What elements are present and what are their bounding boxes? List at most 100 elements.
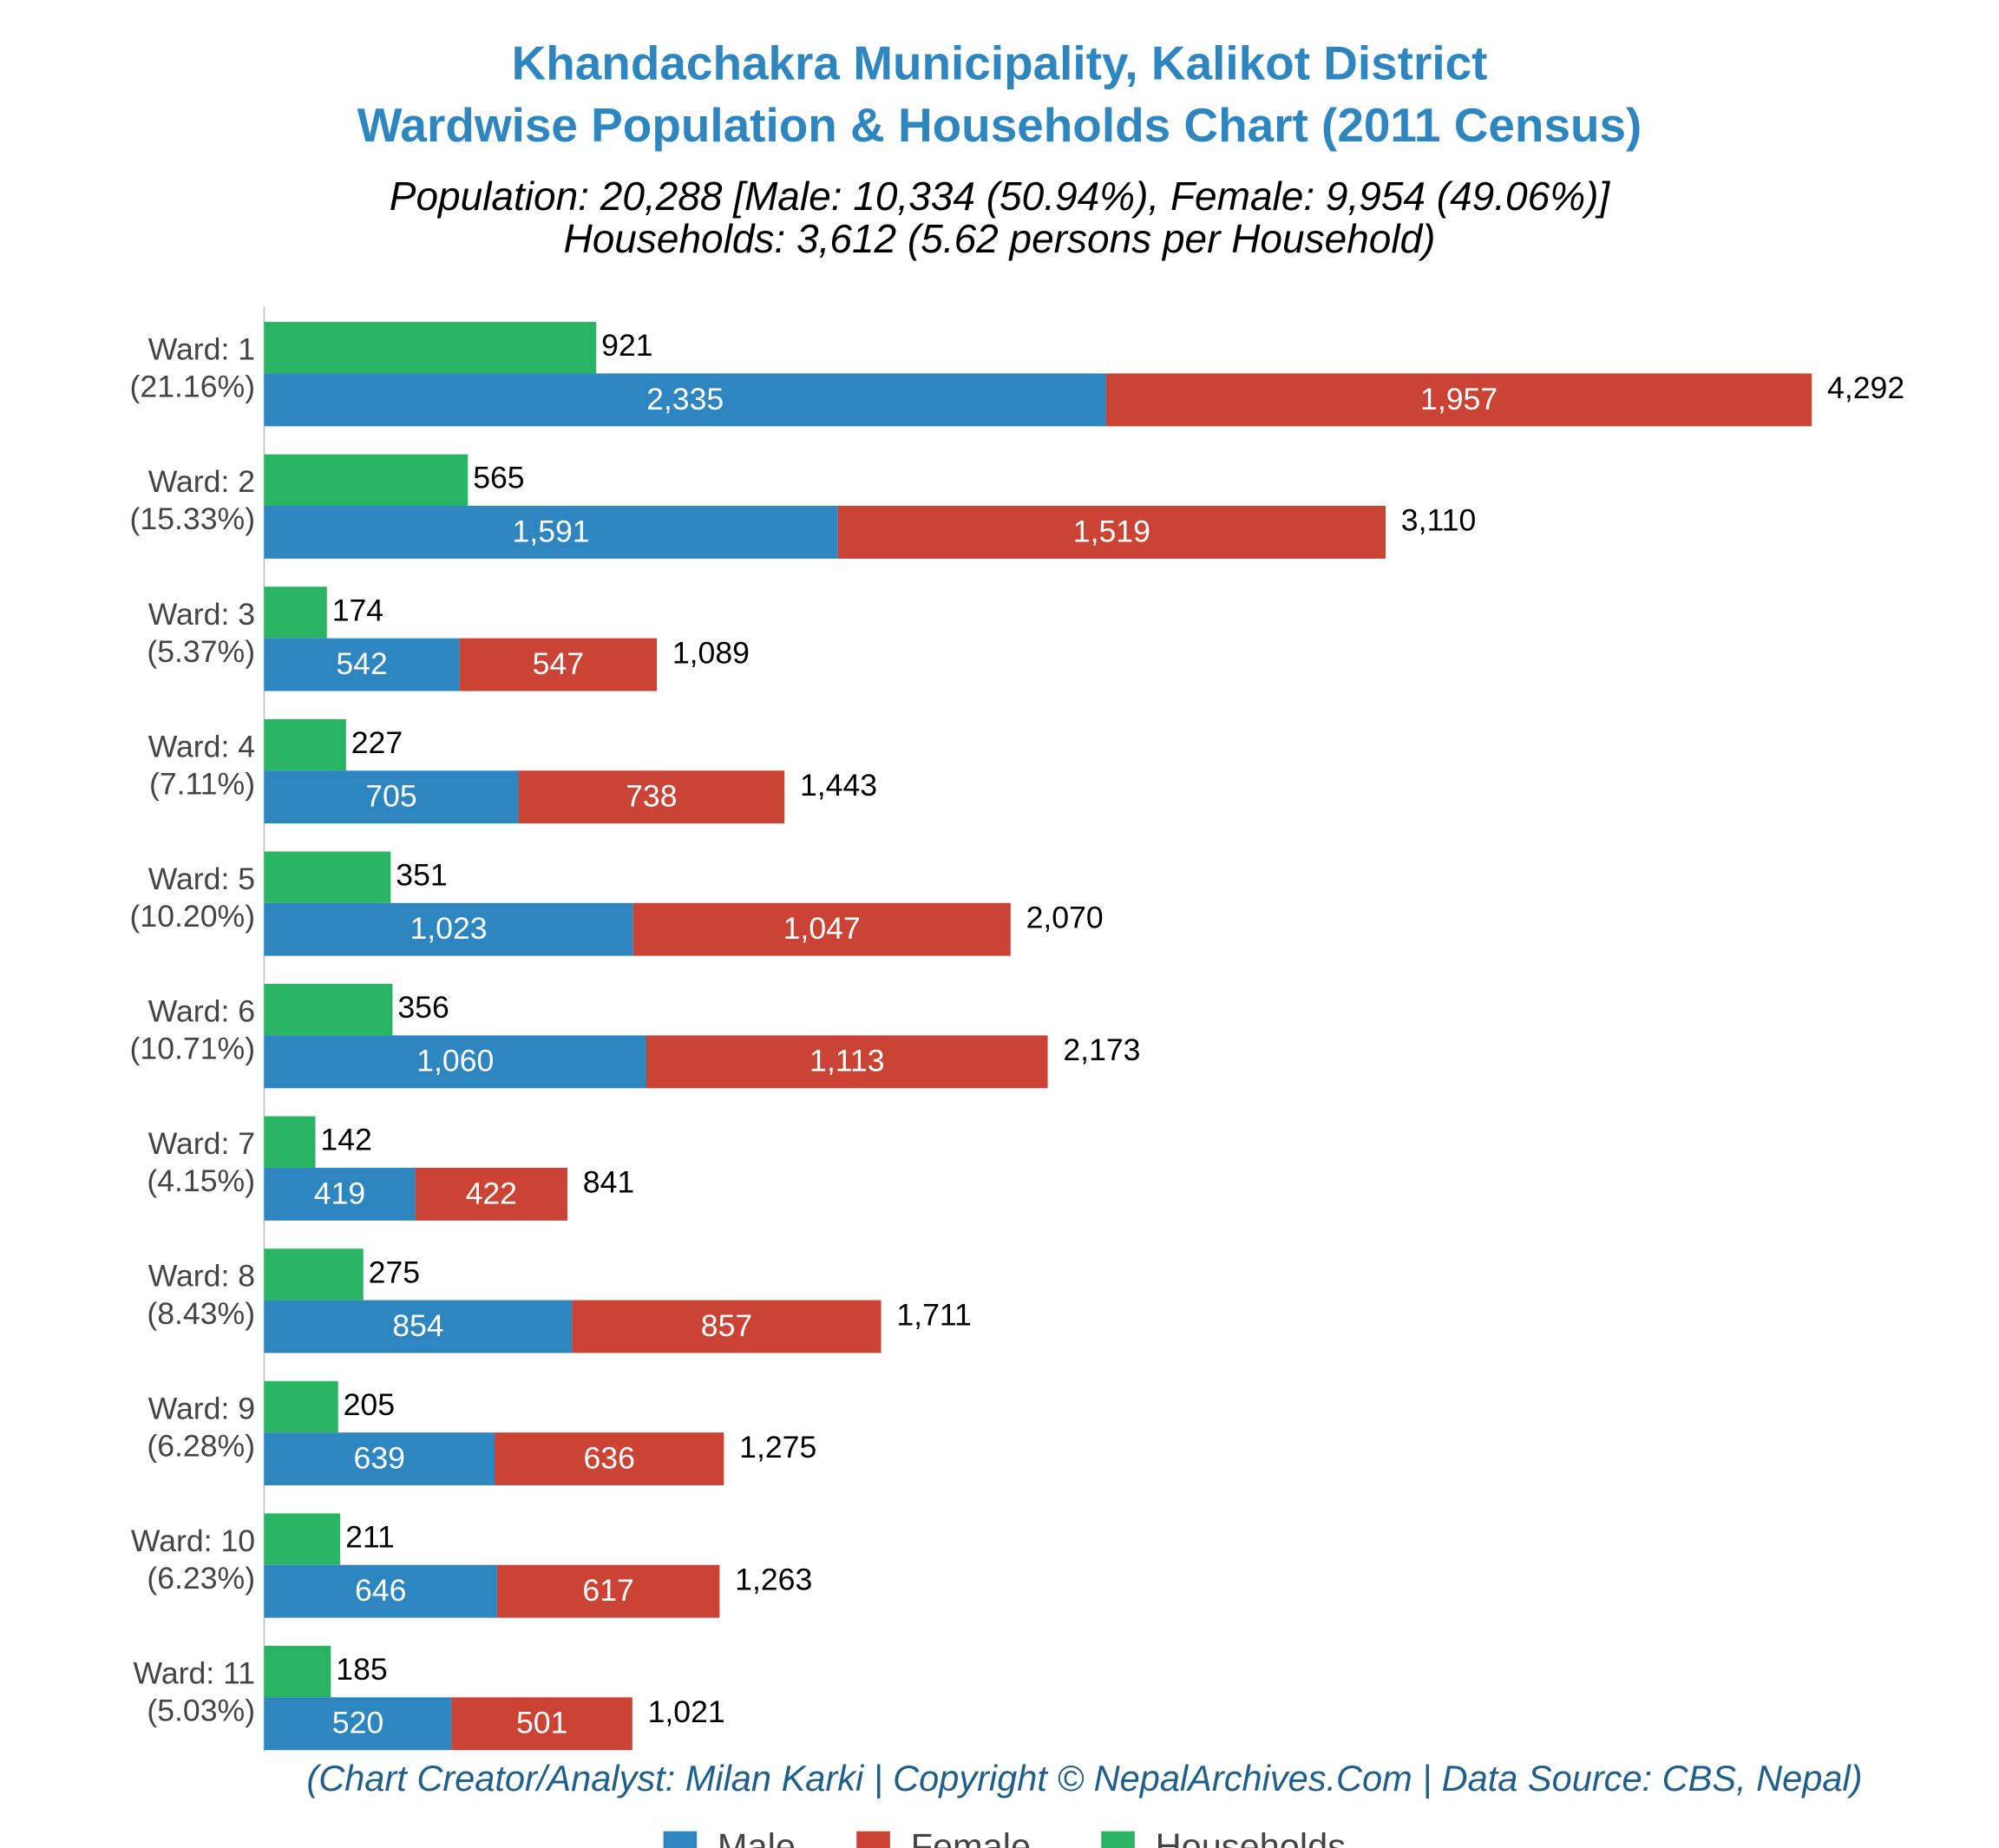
- total-label: 1,443: [800, 768, 877, 803]
- chart-title: Khandachakra Municipality, Kalikot Distr…: [512, 36, 1488, 90]
- data-label: 227: [351, 725, 403, 760]
- bar: [264, 454, 469, 507]
- bar: [264, 1167, 416, 1221]
- data-label: 211: [345, 1519, 395, 1554]
- legend-label: Male: [718, 1825, 796, 1848]
- y-tick-label: (4.15%): [147, 1163, 255, 1198]
- footnote: (Chart Creator/Analyst: Milan Karki | Co…: [306, 1758, 1862, 1799]
- total-label: 1,021: [648, 1694, 725, 1729]
- data-label: 1,519: [1073, 514, 1150, 548]
- bar: [264, 902, 633, 956]
- bar: [1105, 373, 1812, 427]
- bar: [837, 506, 1386, 559]
- y-tick-label: Ward: 6: [148, 994, 255, 1029]
- bar: [264, 1116, 316, 1168]
- y-tick-label: Ward: 5: [148, 862, 255, 896]
- legend-swatch: [1101, 1831, 1135, 1848]
- data-label: 636: [583, 1440, 634, 1475]
- data-label: 174: [332, 593, 383, 627]
- legend-label: Female: [911, 1825, 1032, 1848]
- bar: [264, 984, 393, 1036]
- y-tick-label: (7.11%): [149, 766, 255, 801]
- bar: [264, 638, 460, 691]
- data-label: 501: [516, 1706, 567, 1740]
- data-label: 854: [392, 1308, 443, 1343]
- y-tick-label: (6.28%): [147, 1428, 255, 1463]
- bar: [572, 1300, 882, 1353]
- data-label: 639: [354, 1440, 405, 1475]
- bar: [459, 638, 658, 691]
- data-label: 738: [626, 779, 677, 814]
- y-tick-label: (6.23%): [147, 1561, 255, 1596]
- bar: [264, 587, 327, 639]
- total-label: 1,275: [739, 1430, 816, 1465]
- bar: [451, 1697, 632, 1751]
- chart-subtitle: Population: 20,288 [Male: 10,334 (50.94%…: [390, 174, 1611, 219]
- data-label: 1,023: [410, 911, 487, 946]
- data-label: 520: [332, 1706, 383, 1740]
- y-tick-label: Ward: 3: [148, 597, 255, 632]
- y-tick-label: Ward: 2: [148, 464, 255, 499]
- bar: [264, 770, 519, 824]
- data-label: 705: [365, 779, 416, 814]
- y-tick-label: Ward: 1: [148, 332, 255, 367]
- bar: [264, 1513, 341, 1565]
- chart-title: Wardwise Population & Households Chart (…: [357, 98, 1642, 152]
- total-label: 841: [583, 1165, 634, 1200]
- bar: [632, 902, 1011, 956]
- total-label: 3,110: [1401, 503, 1476, 538]
- bar: [264, 1697, 452, 1751]
- data-label: 542: [336, 646, 387, 681]
- y-tick-label: (10.71%): [130, 1032, 256, 1066]
- data-label: 275: [369, 1255, 420, 1289]
- total-label: 2,070: [1026, 901, 1104, 935]
- y-tick-label: (10.20%): [130, 899, 256, 934]
- total-label: 4,292: [1827, 370, 1904, 405]
- bar: [415, 1167, 567, 1221]
- data-label: 2,335: [646, 382, 724, 416]
- data-label: 1,060: [416, 1044, 494, 1078]
- legend-label: Households: [1156, 1825, 1346, 1848]
- data-label: 351: [396, 858, 447, 893]
- data-label: 1,591: [513, 514, 590, 548]
- bar: [264, 851, 391, 903]
- total-label: 1,089: [672, 635, 750, 670]
- data-label: 857: [701, 1308, 752, 1343]
- bar: [264, 322, 597, 374]
- data-label: 419: [314, 1176, 365, 1210]
- legend-swatch: [856, 1831, 890, 1848]
- bar: [264, 373, 1106, 427]
- y-tick-label: Ward: 11: [134, 1656, 256, 1691]
- bar: [264, 718, 346, 771]
- bar: [496, 1564, 720, 1618]
- total-label: 1,711: [896, 1297, 971, 1332]
- y-tick-label: Ward: 4: [148, 729, 255, 763]
- y-tick-label: (21.16%): [130, 370, 256, 404]
- data-label: 1,957: [1420, 382, 1498, 416]
- bar: [495, 1432, 724, 1486]
- y-tick-label: (5.37%): [147, 634, 255, 669]
- data-label: 356: [397, 990, 449, 1025]
- bar: [264, 1035, 646, 1089]
- bar: [264, 1432, 495, 1486]
- y-tick-label: Ward: 9: [148, 1391, 255, 1425]
- data-label: 1,047: [783, 911, 861, 946]
- bar: [646, 1035, 1048, 1089]
- data-label: 1,113: [809, 1044, 884, 1078]
- data-label: 617: [582, 1573, 633, 1608]
- chart-subtitle: Households: 3,612 (5.62 persons per Hous…: [564, 216, 1436, 261]
- legend-swatch: [663, 1831, 698, 1848]
- bar: [264, 1564, 497, 1618]
- bar: [264, 1380, 338, 1433]
- data-label: 565: [473, 461, 524, 495]
- y-tick-label: Ward: 10: [131, 1524, 255, 1558]
- y-tick-label: Ward: 8: [148, 1259, 255, 1294]
- bar: [264, 1300, 573, 1353]
- bar: [264, 506, 838, 559]
- y-tick-label: Ward: 7: [148, 1126, 255, 1161]
- y-tick-label: (5.03%): [147, 1694, 255, 1728]
- data-label: 921: [601, 328, 652, 363]
- bar: [264, 1248, 364, 1301]
- total-label: 2,173: [1063, 1032, 1140, 1067]
